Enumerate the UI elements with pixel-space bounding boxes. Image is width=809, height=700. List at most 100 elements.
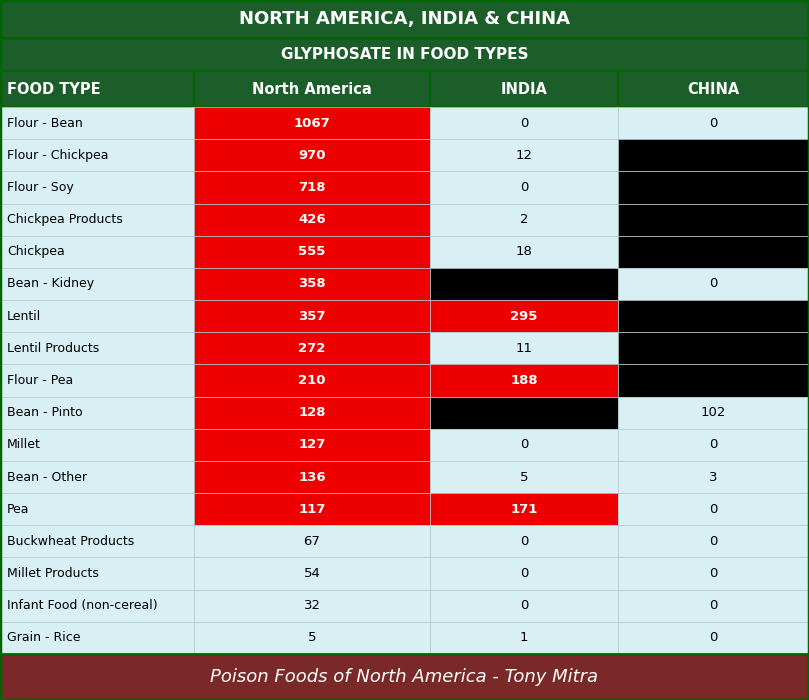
Text: 5: 5 (519, 470, 528, 484)
Bar (194, 268, 430, 300)
Text: GLYPHOSATE IN FOOD TYPES: GLYPHOSATE IN FOOD TYPES (281, 47, 528, 62)
Text: Infant Food (non-cereal): Infant Food (non-cereal) (7, 599, 158, 612)
Bar (0, 0, 809, 38)
Bar (618, 300, 809, 332)
Text: 1: 1 (519, 631, 528, 645)
Bar (0, 589, 194, 622)
Bar (430, 236, 618, 268)
Bar (194, 525, 430, 557)
Bar (0, 107, 194, 139)
Bar (0, 139, 194, 172)
Bar (0, 461, 194, 493)
Text: CHINA: CHINA (688, 81, 739, 97)
Text: 1067: 1067 (294, 117, 330, 130)
Bar (0, 493, 194, 525)
Bar (430, 365, 618, 397)
Text: 358: 358 (299, 277, 326, 290)
Bar (430, 589, 618, 622)
Text: 102: 102 (701, 406, 726, 419)
Text: 11: 11 (515, 342, 532, 355)
Bar (430, 525, 618, 557)
Bar (0, 71, 194, 107)
Text: 3: 3 (709, 470, 718, 484)
Bar (0, 236, 194, 268)
Bar (194, 557, 430, 589)
Bar (194, 71, 430, 107)
Text: 0: 0 (709, 117, 718, 130)
Text: 210: 210 (299, 374, 326, 387)
Bar (194, 172, 430, 204)
Bar (0, 38, 809, 71)
Bar (194, 236, 430, 268)
Text: 171: 171 (510, 503, 538, 516)
Text: 5: 5 (307, 631, 316, 645)
Bar (618, 365, 809, 397)
Text: 0: 0 (709, 438, 718, 452)
Text: Grain - Rice: Grain - Rice (7, 631, 81, 645)
Bar (194, 204, 430, 236)
Text: 0: 0 (520, 181, 528, 194)
Bar (430, 139, 618, 172)
Bar (618, 107, 809, 139)
Bar (430, 461, 618, 493)
Bar (0, 557, 194, 589)
Text: Bean - Pinto: Bean - Pinto (7, 406, 83, 419)
Bar (0, 172, 194, 204)
Bar (618, 139, 809, 172)
Bar (0, 300, 194, 332)
Text: FOOD TYPE: FOOD TYPE (7, 81, 100, 97)
Text: 0: 0 (709, 631, 718, 645)
Bar (430, 622, 618, 654)
Text: Bean - Other: Bean - Other (7, 470, 87, 484)
Bar (430, 204, 618, 236)
Bar (430, 557, 618, 589)
Bar (0, 204, 194, 236)
Bar (0, 429, 194, 461)
Bar (430, 429, 618, 461)
Text: 18: 18 (515, 245, 532, 258)
Bar (430, 71, 618, 107)
Bar (194, 429, 430, 461)
Text: 136: 136 (299, 470, 326, 484)
Bar (430, 268, 618, 300)
Text: 0: 0 (709, 277, 718, 290)
Text: Flour - Chickpea: Flour - Chickpea (7, 149, 108, 162)
Text: North America: North America (252, 81, 372, 97)
Bar (618, 397, 809, 429)
Bar (194, 461, 430, 493)
Bar (0, 397, 194, 429)
Text: 0: 0 (520, 535, 528, 548)
Bar (194, 493, 430, 525)
Text: NORTH AMERICA, INDIA & CHINA: NORTH AMERICA, INDIA & CHINA (239, 10, 570, 28)
Text: 0: 0 (709, 503, 718, 516)
Text: 0: 0 (520, 438, 528, 452)
Text: 0: 0 (520, 599, 528, 612)
Text: 2: 2 (519, 213, 528, 226)
Bar (194, 365, 430, 397)
Text: Poison Foods of North America - Tony Mitra: Poison Foods of North America - Tony Mit… (210, 668, 599, 686)
Bar (430, 332, 618, 365)
Text: 188: 188 (510, 374, 538, 387)
Text: Bean - Kidney: Bean - Kidney (7, 277, 94, 290)
Bar (0, 268, 194, 300)
Bar (618, 204, 809, 236)
Text: INDIA: INDIA (501, 81, 548, 97)
Text: 0: 0 (709, 599, 718, 612)
Text: 970: 970 (299, 149, 326, 162)
Bar (0, 332, 194, 365)
Bar (0, 525, 194, 557)
Bar (618, 172, 809, 204)
Text: 555: 555 (299, 245, 326, 258)
Text: 127: 127 (299, 438, 326, 452)
Bar (618, 236, 809, 268)
Bar (0, 365, 194, 397)
Bar (618, 525, 809, 557)
Bar (618, 461, 809, 493)
Bar (194, 397, 430, 429)
Bar (430, 107, 618, 139)
Bar (618, 557, 809, 589)
Text: 32: 32 (303, 599, 320, 612)
Text: Pea: Pea (7, 503, 29, 516)
Bar (194, 300, 430, 332)
Text: 295: 295 (510, 309, 538, 323)
